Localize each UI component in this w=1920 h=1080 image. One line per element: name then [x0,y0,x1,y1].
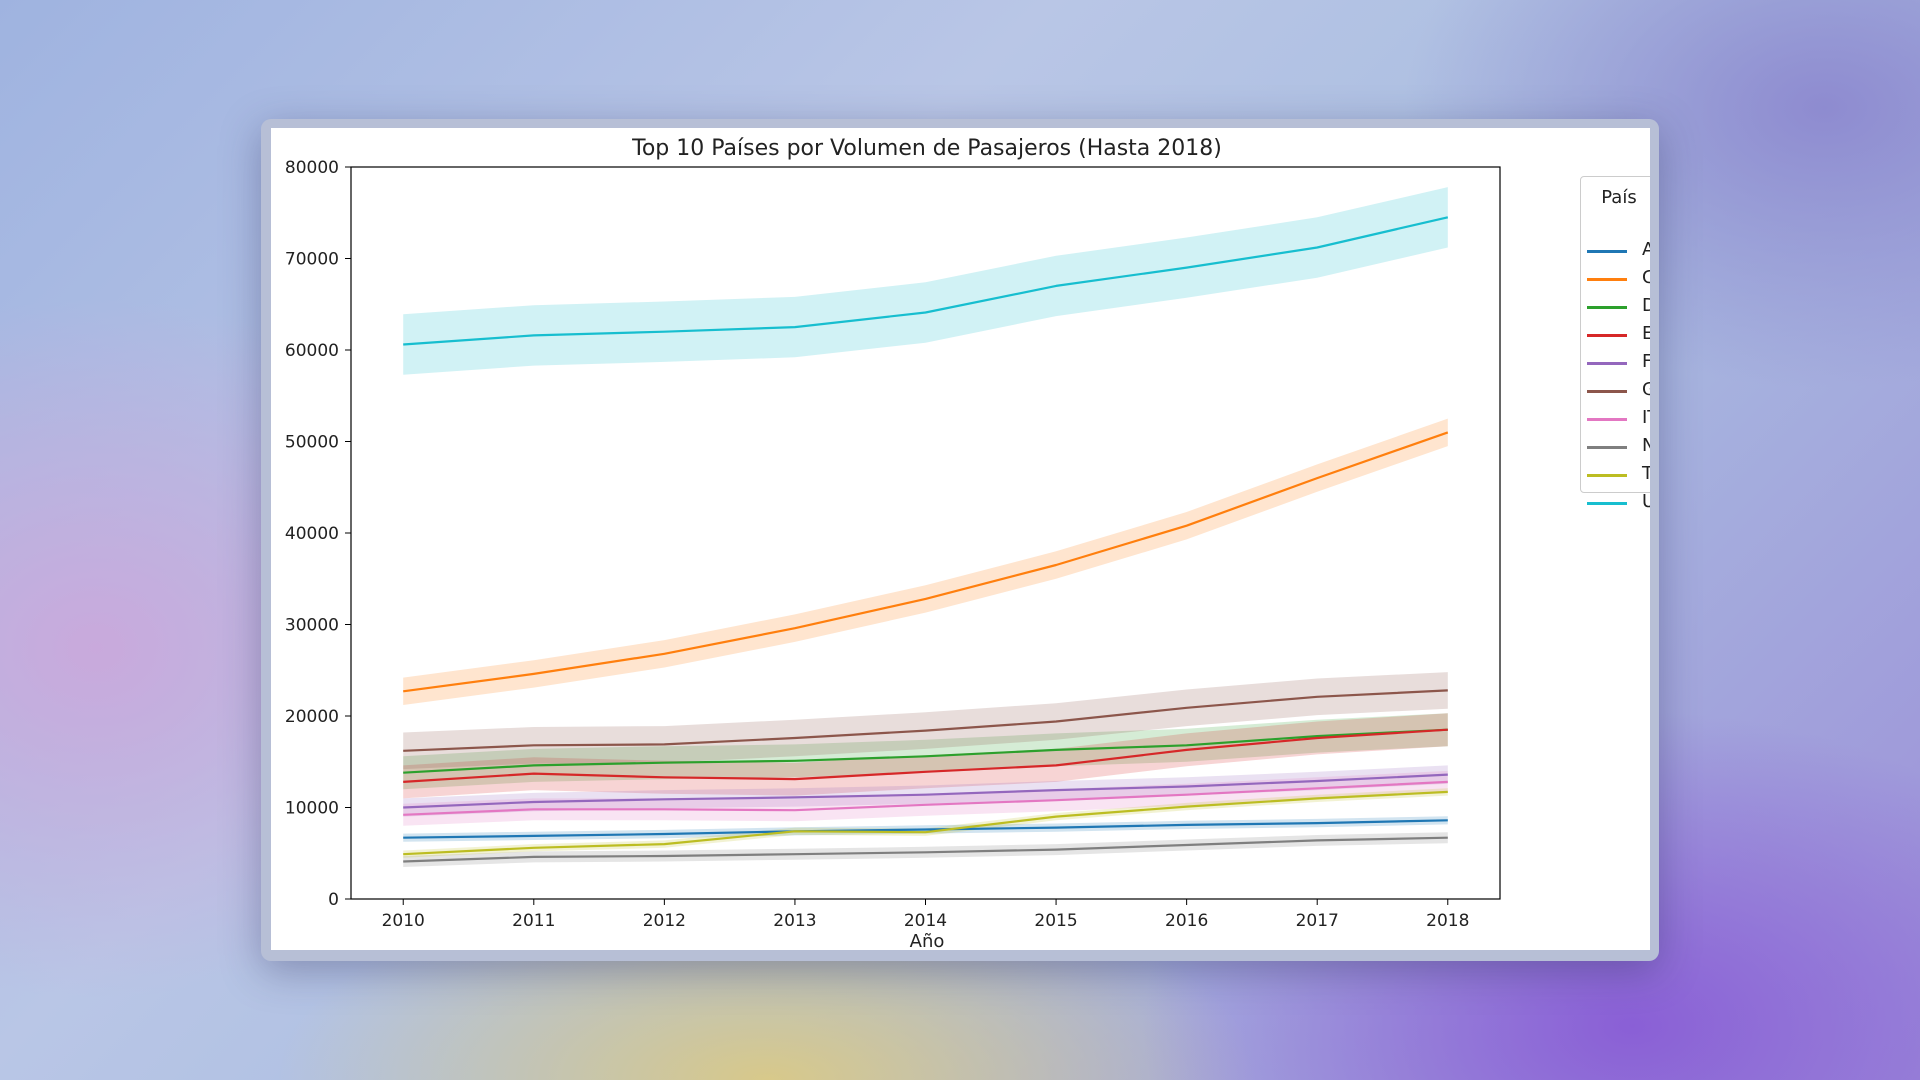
y-tick-label: 20000 [285,707,339,727]
x-tick-label: 2011 [512,911,555,931]
series-line-it [403,780,1448,816]
series-line-de [403,728,1448,774]
legend-item-it: ITA [1587,407,1650,431]
series-line-th [403,790,1448,856]
legend-swatch [1587,390,1627,393]
confidence-band-fr [403,765,1448,817]
legend-swatch [1587,474,1627,477]
legend-label: ITA [1642,407,1650,428]
legend-swatch [1587,446,1627,449]
confidence-band-it [403,770,1448,826]
x-tick-label: 2014 [904,911,947,931]
y-tick-label: 80000 [285,158,339,178]
legend-label: CH [1642,267,1650,288]
legend-swatch [1587,306,1627,309]
confidence-band-de [403,713,1448,790]
legend-label: GB [1642,379,1650,400]
x-tick-label: 2015 [1034,911,1077,931]
x-tick-label: 2016 [1165,911,1208,931]
legend-swatch [1587,362,1627,365]
legend-swatch [1587,418,1627,421]
series-line-ch [403,431,1449,693]
legend-swatch [1587,278,1627,281]
legend-swatch [1587,502,1627,505]
y-tick-label: 0 [328,890,339,910]
y-tick-label: 60000 [285,341,339,361]
x-tick-label: 2012 [643,911,686,931]
series-line-fr [403,773,1448,809]
y-tick-label: 70000 [285,250,339,270]
y-tick-label: 30000 [285,616,339,636]
y-tick-label: 50000 [285,433,339,453]
series-line-us [403,216,1449,346]
legend-item-fr: FR [1587,351,1650,375]
legend-item-ch: CH [1587,267,1650,291]
legend-label: US [1642,491,1650,512]
chart-title: Top 10 Países por Volumen de Pasajeros (… [631,136,1222,161]
legend-item-us: US [1587,491,1650,515]
legend-title: País [1601,187,1637,208]
series-line-nl [403,836,1448,863]
legend-label: NL [1642,435,1650,456]
legend-swatch [1587,334,1627,337]
series-line-gb [403,689,1448,752]
legend-label: FR [1642,351,1650,372]
legend-item-au: AU [1587,239,1650,263]
legend-label: AU [1642,239,1650,260]
series-line-au [403,819,1448,839]
y-tick-label: 10000 [285,799,339,819]
legend-item-th: TH [1587,463,1650,487]
y-tick-label: 40000 [285,524,339,544]
x-tick-label: 2010 [382,911,425,931]
confidence-band-ch [403,418,1448,705]
legend: País AU CH DE ES FR GB ITA NL TH US [1580,176,1650,512]
legend-label: DE [1642,295,1650,316]
confidence-band-us [403,187,1448,375]
legend-swatch [1587,250,1627,253]
legend-label: ES [1642,323,1650,344]
chart-figure: Top 10 Países por Volumen de Pasajeros (… [271,128,1650,950]
x-tick-label: 2018 [1426,911,1469,931]
legend-item-es: ES [1587,323,1650,347]
line-chart: Top 10 Países por Volumen de Pasajeros (… [285,136,1501,950]
legend-label: TH [1642,463,1650,484]
legend-item-nl: NL [1587,435,1650,459]
x-tick-label: 2017 [1296,911,1339,931]
confidence-band-nl [403,832,1448,867]
x-tick-label: 2013 [773,911,816,931]
x-axis-label: Año [910,931,945,950]
legend-item-gb: GB [1587,379,1650,403]
legend-item-de: DE [1587,295,1650,319]
series-line-es [403,728,1448,783]
app-window: Top 10 Países por Volumen de Pasajeros (… [261,119,1659,961]
